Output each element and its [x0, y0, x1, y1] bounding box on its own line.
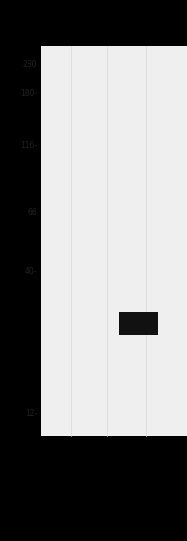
Text: - CARHSP: - CARHSP — [164, 318, 187, 327]
Text: 180-: 180- — [20, 89, 37, 98]
Text: 230: 230 — [23, 61, 37, 69]
Text: 12-: 12- — [25, 410, 37, 418]
Text: 66: 66 — [28, 208, 37, 217]
Text: 40-: 40- — [25, 267, 37, 276]
Text: 116-: 116- — [20, 141, 37, 150]
